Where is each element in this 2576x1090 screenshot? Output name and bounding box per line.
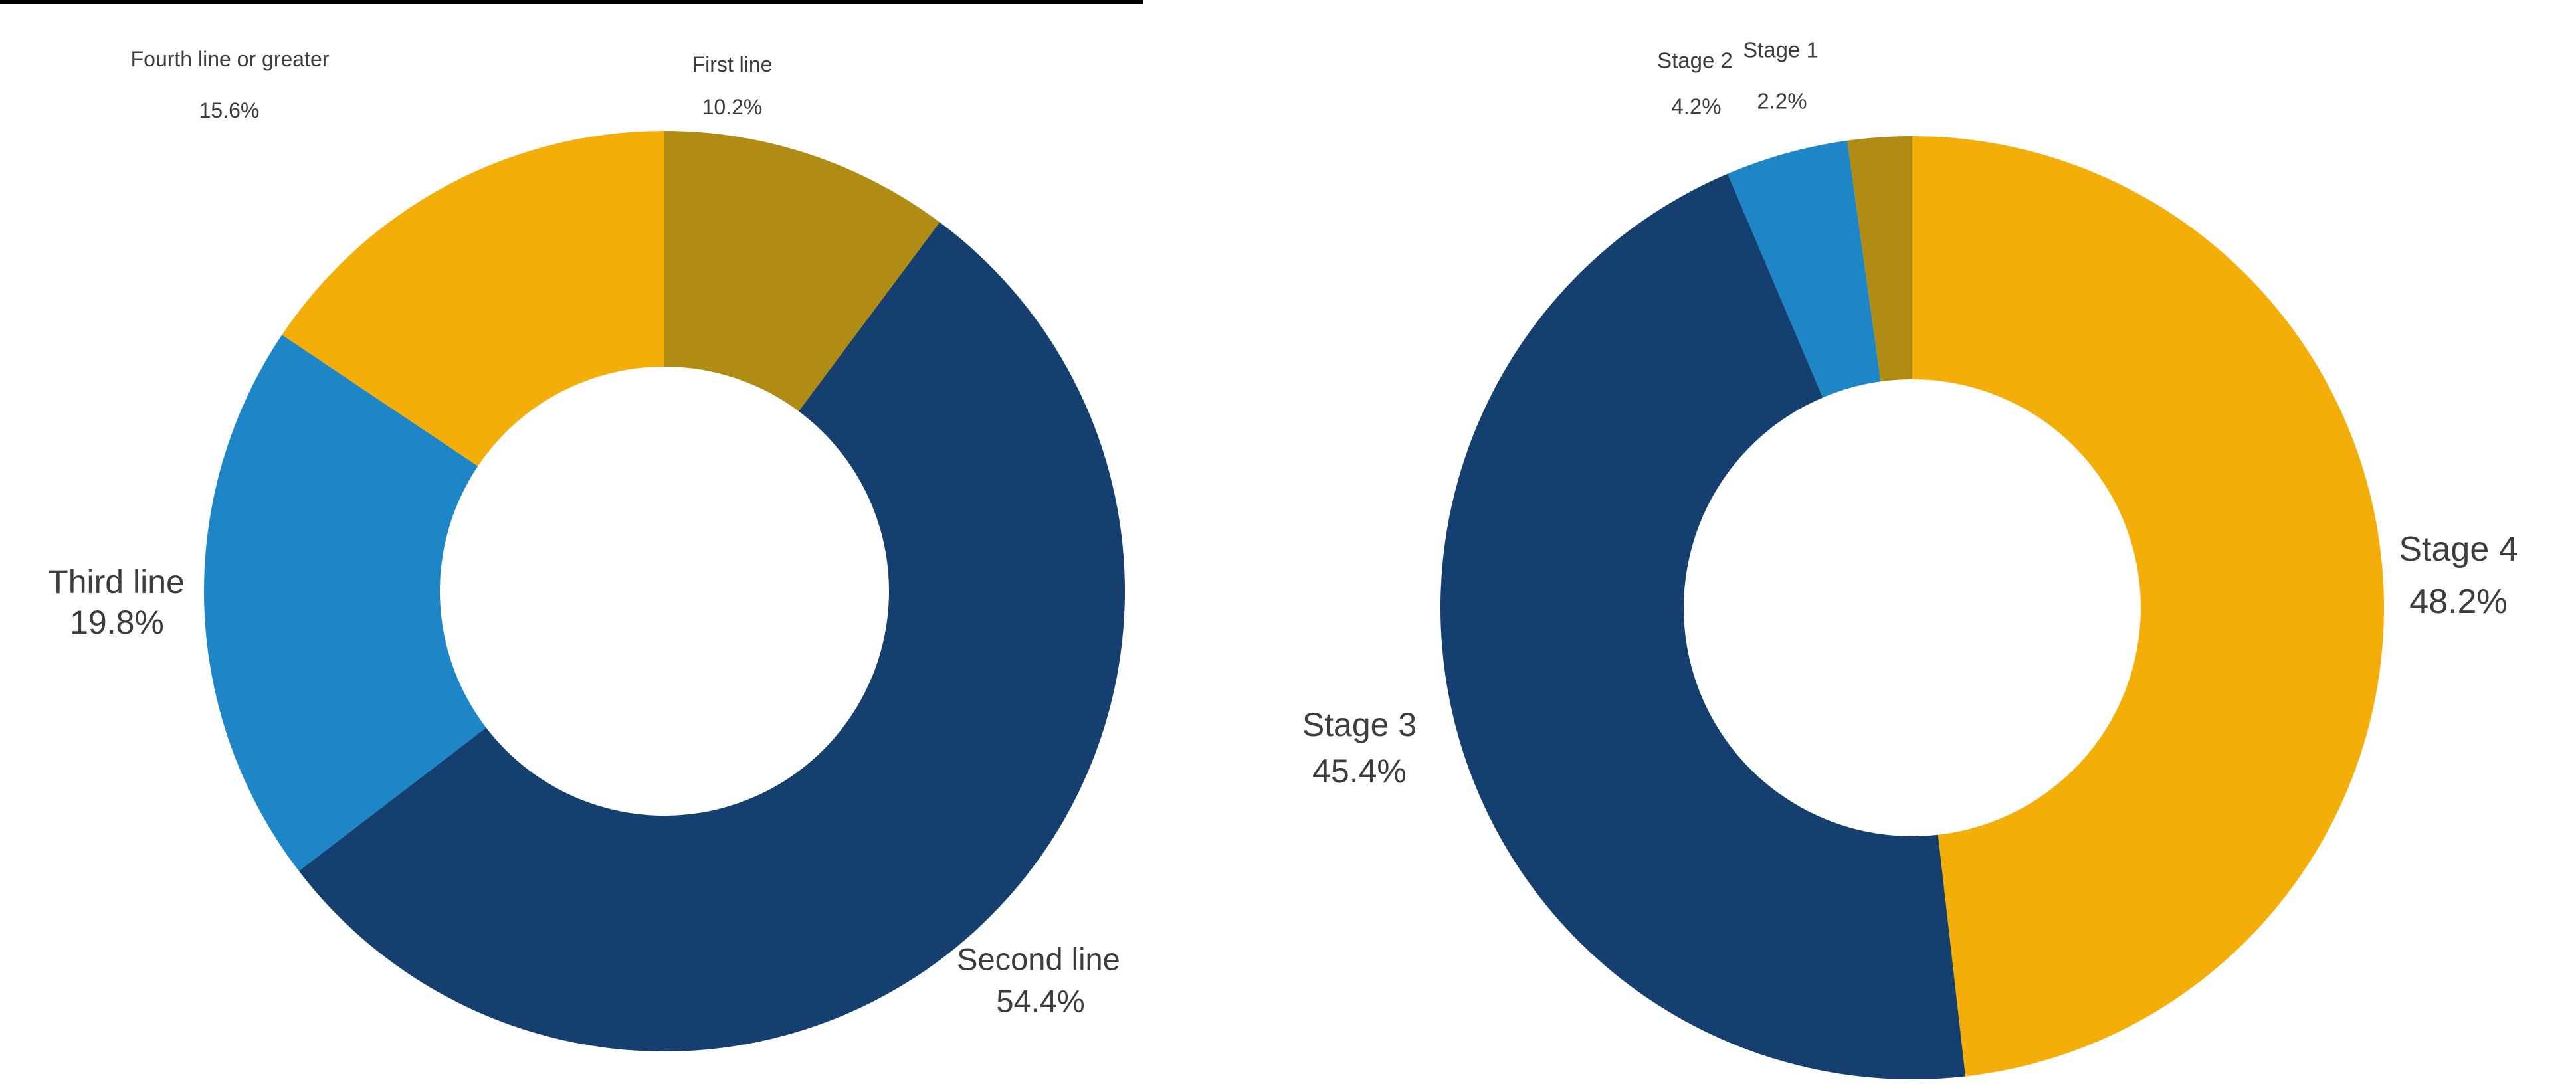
slice-label-first-line: First line: [692, 52, 773, 76]
slice-label-second-line: Second line: [957, 941, 1120, 977]
slice-label-fourth-line-or-greater: Fourth line or greater: [130, 47, 330, 71]
slice-stage-2: [1728, 140, 1881, 398]
slice-fourth-line-or-greater: [282, 131, 664, 466]
slice-value-stage-4: 48.2%: [2409, 583, 2508, 621]
slice-value-fourth-line-or-greater: 15.6%: [199, 98, 260, 122]
slice-label-stage-1: Stage 1: [1743, 37, 1819, 62]
slice-label-stage-2: Stage 2: [1657, 48, 1733, 73]
slice-second-line: [298, 222, 1126, 1052]
slice-stage-3: [1440, 173, 1966, 1079]
slice-value-stage-1: 2.2%: [1757, 88, 1807, 114]
slice-third-line: [204, 335, 486, 871]
slice-label-stage-4: Stage 4: [2399, 530, 2518, 569]
slice-label-stage-3: Stage 3: [1302, 706, 1417, 743]
slice-value-stage-2: 4.2%: [1671, 94, 1722, 119]
donut-chart-stage-donut: [1440, 136, 2384, 1079]
slice-value-stage-3: 45.4%: [1312, 753, 1407, 790]
slice-value-third-line: 19.8%: [70, 604, 164, 641]
slice-label-third-line: Third line: [48, 563, 185, 600]
slice-value-second-line: 54.4%: [996, 983, 1085, 1019]
slice-value-first-line: 10.2%: [702, 95, 763, 119]
slice-stage-1: [1847, 136, 1912, 382]
donut-chart-line-of-therapy-donut: [204, 131, 1126, 1052]
slice-stage-4: [1912, 136, 2384, 1077]
slice-first-line: [664, 131, 940, 412]
top-border-line: [0, 0, 1143, 4]
